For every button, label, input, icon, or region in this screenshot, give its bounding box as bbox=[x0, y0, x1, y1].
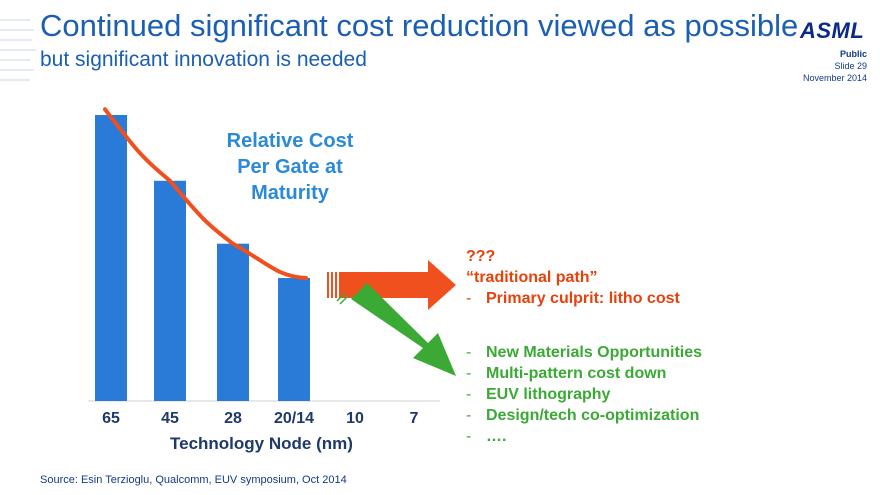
chart-title: Relative Cost Per Gate at Maturity bbox=[200, 128, 380, 206]
innovation-item: - New Materials Opportunities bbox=[466, 344, 703, 361]
question-marks: ??? bbox=[466, 248, 496, 265]
asml-logo: ASML bbox=[800, 18, 865, 43]
chart-title-line-1: Relative Cost bbox=[226, 130, 354, 152]
x-tick-label: 10 bbox=[346, 410, 364, 427]
slide-date: November 2014 bbox=[802, 73, 867, 83]
culprit-item: - Primary culprit: litho cost bbox=[466, 290, 680, 307]
bar-65 bbox=[95, 115, 127, 401]
traditional-path-label: “traditional path” bbox=[466, 269, 598, 286]
innovation-item: -…. bbox=[466, 428, 507, 445]
culprit-text: Primary culprit: litho cost bbox=[486, 290, 680, 307]
x-tick-label: 7 bbox=[409, 410, 419, 427]
trend-line bbox=[103, 107, 308, 281]
traditional-path-notes: ??? “traditional path” - Primary culprit:… bbox=[466, 246, 680, 309]
x-tick-label: 28 bbox=[224, 410, 242, 427]
traditional-path-arrow bbox=[327, 260, 456, 310]
innovation-item: - EUV lithography bbox=[466, 386, 611, 403]
bar-20/14 bbox=[278, 278, 310, 401]
x-tick-label: 65 bbox=[102, 410, 120, 427]
innovation-path-arrow bbox=[336, 283, 456, 376]
slide-title: Continued significant cost reduction vie… bbox=[40, 8, 799, 43]
innovation-item: - Design/tech co-optimization bbox=[466, 407, 700, 424]
chart-title-line-2: Per Gate at Maturity bbox=[237, 156, 343, 204]
bar-45 bbox=[154, 180, 186, 401]
x-axis-label: Technology Node (nm) bbox=[170, 434, 353, 453]
decorative-lines bbox=[0, 19, 36, 81]
slide-number: Slide 29 bbox=[834, 61, 867, 71]
x-tick-label: 20/14 bbox=[273, 410, 315, 427]
x-tick-label: 45 bbox=[161, 410, 179, 427]
classification-label: Public bbox=[839, 49, 867, 59]
source-citation: Source: Esin Terzioglu, Qualcomm, EUV sy… bbox=[40, 474, 347, 486]
innovation-item: - Multi-pattern cost down bbox=[466, 365, 667, 382]
bar-28 bbox=[217, 243, 249, 401]
innovation-list: - New Materials Opportunities - Multi-patt… bbox=[466, 342, 702, 447]
slide-subtitle: but significant innovation is needed bbox=[40, 48, 367, 71]
